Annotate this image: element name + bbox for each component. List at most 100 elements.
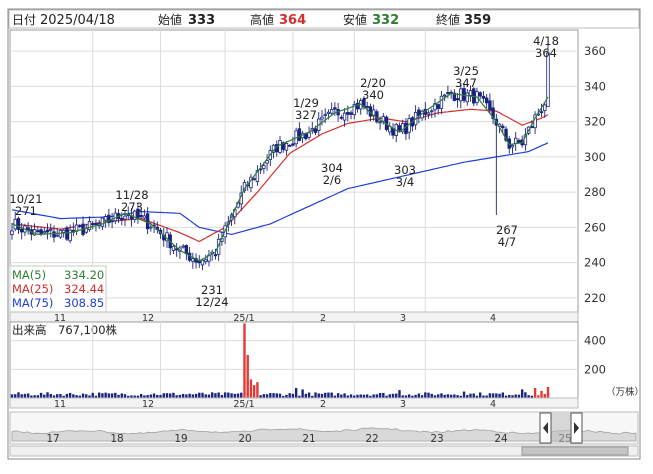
- price-y-tick: 320: [584, 115, 606, 129]
- candle: [468, 85, 473, 102]
- volume-bar: [320, 393, 324, 398]
- candle-body: [320, 116, 324, 120]
- volume-bar: [72, 394, 75, 398]
- scrollbar-thumb[interactable]: [521, 446, 629, 456]
- volume-bar: [291, 393, 295, 398]
- candle: [375, 109, 379, 124]
- annotation-top: 304: [321, 161, 343, 175]
- candle: [284, 141, 289, 156]
- navigator-label: 17: [46, 433, 59, 445]
- candle: [510, 144, 515, 154]
- high-label: 高値: [250, 12, 274, 27]
- navigator-label: 24: [494, 433, 508, 445]
- candle-body: [291, 143, 295, 146]
- candle-body: [504, 128, 508, 141]
- candle: [45, 223, 50, 240]
- volume-bar: [78, 395, 82, 398]
- volume-bar: [349, 394, 353, 398]
- candle: [426, 110, 431, 119]
- volume-bar: [159, 394, 162, 398]
- volume-bar: [236, 393, 240, 398]
- annotation-top: 303: [394, 163, 416, 177]
- volume-bar: [398, 390, 401, 398]
- candle-body: [49, 228, 53, 231]
- candle-body: [455, 98, 460, 101]
- annotation-bottom: 4/7: [498, 235, 517, 249]
- candle-body: [333, 107, 337, 110]
- volume-bar: [475, 395, 479, 398]
- volume-bar: [101, 393, 104, 398]
- candle-body: [365, 105, 369, 108]
- price-y-tick: 360: [584, 44, 606, 58]
- volume-bar: [424, 392, 427, 398]
- candle-body: [78, 225, 82, 227]
- volume-bar: [191, 394, 195, 398]
- volume-bar: [362, 394, 366, 398]
- volume-bar: [127, 395, 130, 398]
- volume-bar: [17, 392, 20, 398]
- candle-body: [346, 112, 350, 115]
- volume-bar: [395, 393, 398, 398]
- volume-bar: [210, 392, 214, 398]
- volume-bar: [85, 394, 88, 398]
- ma75-legend-name: MA(75): [12, 296, 53, 310]
- volume-bar: [246, 354, 249, 398]
- close-value: 359: [464, 13, 491, 28]
- candle: [252, 177, 256, 181]
- date-label: 日付: [12, 13, 36, 27]
- candle-body: [462, 88, 466, 101]
- volume-bar: [94, 395, 98, 398]
- volume-bar: [482, 395, 485, 398]
- annotation-bottom: 273: [121, 200, 143, 214]
- candle-body: [36, 230, 40, 233]
- navigator-right-handle[interactable]: [570, 412, 583, 444]
- volume-bar: [14, 394, 17, 398]
- volume-bar: [469, 393, 472, 398]
- candle-body: [481, 95, 486, 99]
- candle-body: [349, 112, 353, 115]
- candle-body: [517, 140, 521, 143]
- volume-bar: [294, 387, 298, 398]
- volume-bar: [417, 393, 421, 398]
- candle: [365, 101, 369, 115]
- candle-body: [539, 111, 544, 114]
- candle: [110, 213, 114, 229]
- price-y-tick: 300: [584, 150, 606, 164]
- ma5-line: [11, 92, 549, 262]
- volume-bar: [546, 386, 550, 398]
- volume-bar: [466, 395, 469, 398]
- candle: [439, 91, 444, 115]
- candle-body: [252, 178, 256, 181]
- volume-bar: [420, 395, 424, 398]
- volume-bar: [152, 393, 156, 398]
- volume-x-tick: 3: [400, 399, 406, 410]
- candle-body: [313, 128, 318, 133]
- volume-bar: [456, 395, 459, 398]
- volume-bar: [388, 394, 391, 398]
- volume-value: 767,100株: [58, 323, 118, 337]
- candle-body: [436, 104, 440, 109]
- candle: [107, 208, 111, 227]
- volume-bar: [265, 394, 269, 398]
- volume-bar: [120, 393, 123, 398]
- ma75-layer: [11, 142, 549, 236]
- candle: [481, 90, 486, 103]
- navigator-left-handle[interactable]: [539, 412, 552, 444]
- volume-bar: [540, 390, 543, 398]
- chevron-left-icon: [543, 422, 548, 434]
- candle: [297, 122, 302, 142]
- candle: [181, 243, 185, 249]
- volume-bar: [217, 392, 220, 398]
- volume-bar: [139, 393, 143, 398]
- volume-bar: [495, 393, 498, 398]
- volume-bar: [46, 392, 49, 398]
- volume-bar: [181, 393, 185, 398]
- volume-bar: [437, 394, 440, 398]
- annotation-bottom: 12/24: [195, 295, 228, 309]
- volume-bar: [317, 393, 320, 398]
- scrollbar-track[interactable]: [9, 445, 639, 457]
- candle: [430, 108, 434, 118]
- candle-body: [149, 226, 153, 229]
- price-x-tick: 4: [490, 313, 496, 324]
